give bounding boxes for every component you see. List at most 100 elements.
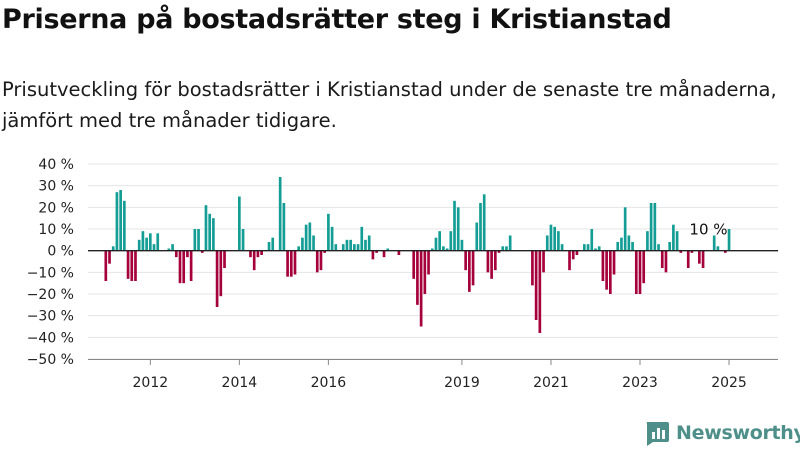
y-tick-label: 40 % xyxy=(38,157,74,173)
bar xyxy=(575,250,579,255)
bar xyxy=(123,200,126,251)
bar xyxy=(594,248,597,251)
bar xyxy=(293,250,297,275)
bar xyxy=(497,250,501,253)
bar xyxy=(397,250,401,255)
bar xyxy=(727,229,731,251)
bar xyxy=(646,231,649,251)
bar xyxy=(471,250,475,286)
bar xyxy=(178,250,182,284)
bar xyxy=(549,224,553,251)
bar xyxy=(115,192,119,251)
bar xyxy=(330,226,334,251)
bar xyxy=(586,244,590,251)
bar xyxy=(479,203,482,251)
bar xyxy=(148,233,152,251)
bar xyxy=(145,237,148,251)
x-tick-label: 2021 xyxy=(533,375,569,391)
x-tick-label: 2025 xyxy=(711,375,747,391)
bar xyxy=(608,250,612,294)
bar xyxy=(449,231,453,251)
bar xyxy=(453,200,456,251)
bar xyxy=(137,239,141,251)
bar xyxy=(660,250,664,268)
bar xyxy=(223,250,226,268)
bar xyxy=(289,250,293,277)
bar xyxy=(668,242,672,251)
bar xyxy=(460,239,464,251)
bar xyxy=(327,213,330,251)
bar xyxy=(189,250,193,281)
tick-labels: −50 % −40 % −30 % −20 % −10 % 0 % 10 % 20 % 30 %… xyxy=(27,157,747,391)
bar xyxy=(167,248,171,251)
bar xyxy=(430,248,434,251)
bar xyxy=(312,235,315,251)
x-tick-label: 2023 xyxy=(622,375,658,391)
bar xyxy=(601,250,605,281)
bar xyxy=(686,250,690,268)
bar xyxy=(353,244,356,251)
bar xyxy=(371,250,375,260)
y-tick-label: −20 % xyxy=(27,287,74,303)
bar xyxy=(241,229,245,251)
gridlines xyxy=(88,163,778,360)
y-tick-label: −50 % xyxy=(27,352,74,368)
x-tick-label: 2012 xyxy=(133,375,169,391)
bar xyxy=(649,203,653,251)
bar xyxy=(271,237,275,251)
bar xyxy=(568,250,571,271)
bar xyxy=(538,250,542,333)
x-tick-label: 2016 xyxy=(311,375,347,391)
bar xyxy=(141,231,145,251)
bar xyxy=(215,250,219,307)
bar xyxy=(638,250,642,294)
latest-value-annotation: 10 % xyxy=(689,221,727,239)
bar xyxy=(553,226,557,251)
bar xyxy=(545,235,549,251)
chart-title: Priserna på bostadsrätter steg i Kristia… xyxy=(2,4,672,35)
bar xyxy=(612,250,616,275)
bar xyxy=(501,246,505,251)
bar xyxy=(653,203,657,251)
y-tick-label: −10 % xyxy=(27,265,74,281)
bar xyxy=(108,250,111,264)
bar xyxy=(412,250,416,279)
bar xyxy=(493,250,497,271)
bar xyxy=(297,246,301,251)
bar xyxy=(505,246,508,251)
y-tick-label: 20 % xyxy=(38,200,74,216)
bar xyxy=(208,213,212,251)
bar xyxy=(634,250,638,294)
bar xyxy=(679,250,683,253)
bar xyxy=(119,190,122,251)
chart-subtitle: Prisutveckling för bostadsrätter i Krist… xyxy=(2,78,777,132)
bar xyxy=(456,207,460,251)
bar xyxy=(583,244,586,251)
bar xyxy=(301,237,304,251)
bar xyxy=(475,222,479,251)
bar xyxy=(542,250,545,273)
bar xyxy=(701,250,705,268)
bar xyxy=(672,224,675,251)
bar xyxy=(416,250,419,305)
y-tick-label: 10 % xyxy=(38,222,74,238)
bar xyxy=(468,250,471,292)
bar xyxy=(534,250,538,320)
bar xyxy=(427,250,430,275)
bar xyxy=(571,250,575,260)
bar xyxy=(438,231,442,251)
bar xyxy=(382,250,386,258)
bar xyxy=(716,246,720,251)
bar xyxy=(182,250,186,284)
bar xyxy=(152,244,156,251)
bar xyxy=(623,207,627,251)
bar xyxy=(315,250,319,273)
bar xyxy=(267,242,271,251)
bar xyxy=(442,246,445,251)
brand-name: Newsworthy xyxy=(676,422,800,444)
bar xyxy=(334,244,338,251)
bar xyxy=(278,177,282,251)
bar xyxy=(531,250,534,286)
bar xyxy=(174,250,178,258)
